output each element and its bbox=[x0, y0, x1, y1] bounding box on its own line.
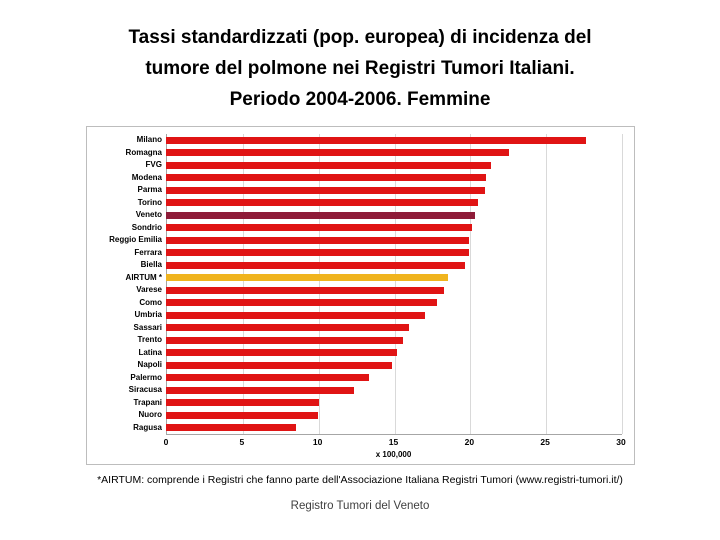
category-label: Modena bbox=[131, 172, 162, 182]
x-tick-label: 10 bbox=[312, 437, 323, 447]
x-axis-unit-label: x 100,000 bbox=[375, 450, 412, 459]
bar bbox=[166, 186, 485, 194]
x-tick-label: 0 bbox=[163, 437, 169, 447]
category-label: Ragusa bbox=[133, 422, 162, 432]
plot-area bbox=[166, 134, 623, 435]
category-label: Latina bbox=[138, 347, 162, 357]
x-tick-label: 15 bbox=[388, 437, 399, 447]
bar bbox=[166, 299, 438, 307]
category-label: Sondrio bbox=[131, 222, 162, 232]
bar bbox=[166, 174, 487, 182]
category-label: Umbria bbox=[134, 310, 162, 320]
category-label: Siracusa bbox=[128, 385, 162, 395]
category-label: Biella bbox=[140, 260, 162, 270]
chart-row: Milano bbox=[137, 134, 621, 147]
category-label: Veneto bbox=[135, 210, 162, 220]
chart-rows: Milano Romagna FVG Modena Parma Torino Veneto S… bbox=[109, 134, 621, 435]
category-label: Palermo bbox=[130, 372, 162, 382]
chart-row: Siracusa bbox=[129, 384, 621, 397]
gridline bbox=[546, 134, 548, 434]
category-label: FVG bbox=[145, 160, 162, 170]
category-label: Trento bbox=[137, 335, 162, 345]
x-tick-label: 5 bbox=[239, 437, 245, 447]
chart-row: Biella bbox=[141, 259, 621, 272]
bar bbox=[166, 411, 318, 419]
bar bbox=[166, 311, 426, 319]
category-label: Varese bbox=[136, 285, 162, 295]
footer-credit: Registro Tumori del Veneto bbox=[290, 500, 430, 512]
bar bbox=[166, 211, 476, 219]
bar bbox=[166, 236, 470, 244]
chart-row: AIRTUM * bbox=[126, 272, 621, 285]
category-label: Parma bbox=[137, 185, 162, 195]
bar bbox=[166, 274, 449, 282]
airtum-footnote: *AIRTUM: comprende i Registri che fanno … bbox=[97, 474, 623, 486]
x-tick-label: 25 bbox=[540, 437, 550, 447]
bar-chart: Milano Romagna FVG Modena Parma Torino Veneto S… bbox=[86, 126, 635, 465]
bar bbox=[166, 374, 370, 382]
chart-row: Latina bbox=[138, 347, 621, 360]
chart-row: Torino bbox=[138, 197, 621, 210]
bar bbox=[166, 161, 491, 169]
chart-row: Romagna bbox=[126, 147, 621, 160]
chart-row: FVG bbox=[146, 159, 621, 172]
chart-row: Como bbox=[139, 297, 621, 310]
chart-row: Modena bbox=[132, 172, 621, 185]
category-label: Milano bbox=[136, 135, 162, 145]
gridline bbox=[622, 134, 623, 434]
category-label: Reggio Emilia bbox=[109, 235, 162, 245]
chart-row: Palermo bbox=[130, 372, 621, 385]
category-label: Trapani bbox=[133, 397, 162, 407]
bar bbox=[166, 386, 355, 394]
category-label: Sassari bbox=[133, 322, 162, 332]
chart-row: Umbria bbox=[134, 309, 621, 322]
x-axis: 0 5 10 15 20 25 30 bbox=[163, 437, 626, 450]
bar bbox=[166, 249, 470, 257]
chart-row: Trento bbox=[138, 334, 621, 347]
chart-row: Reggio Emilia bbox=[109, 234, 621, 247]
bar bbox=[166, 149, 509, 157]
chart-row: Ragusa bbox=[133, 422, 621, 435]
bar bbox=[166, 224, 473, 232]
chart-row: Veneto bbox=[136, 209, 621, 222]
x-tick-label: 20 bbox=[464, 437, 475, 447]
gridline bbox=[394, 134, 396, 434]
chart-row: Sassari bbox=[134, 322, 621, 335]
bar bbox=[166, 424, 297, 432]
category-label: Ferrara bbox=[134, 247, 162, 257]
category-label: Torino bbox=[137, 197, 162, 207]
bar bbox=[166, 361, 392, 369]
bar bbox=[166, 199, 479, 207]
chart-row: Napoli bbox=[138, 359, 621, 372]
chart-row: Ferrara bbox=[134, 247, 621, 260]
gridline bbox=[470, 134, 472, 434]
bar bbox=[166, 349, 397, 357]
category-label: Nuoro bbox=[138, 410, 162, 420]
category-label: Napoli bbox=[137, 360, 162, 370]
bar bbox=[166, 324, 409, 332]
bar bbox=[166, 136, 587, 144]
gridline bbox=[242, 134, 244, 434]
category-label: AIRTUM * bbox=[125, 272, 162, 282]
chart-row: Nuoro bbox=[138, 409, 621, 422]
bar bbox=[166, 336, 403, 344]
chart-row: Sondrio bbox=[132, 222, 621, 235]
gridline bbox=[318, 134, 320, 434]
page-title: Tassi standardizzati (pop. europea) di i… bbox=[128, 27, 592, 110]
category-label: Como bbox=[139, 297, 162, 307]
chart-row: Parma bbox=[138, 184, 621, 197]
chart-row: Varese bbox=[136, 284, 621, 297]
chart-row: Trapani bbox=[134, 397, 621, 410]
x-tick-label: 30 bbox=[616, 437, 626, 447]
category-label: Romagna bbox=[125, 147, 162, 157]
bar bbox=[166, 399, 320, 407]
bar bbox=[166, 261, 465, 269]
bar bbox=[166, 286, 444, 294]
